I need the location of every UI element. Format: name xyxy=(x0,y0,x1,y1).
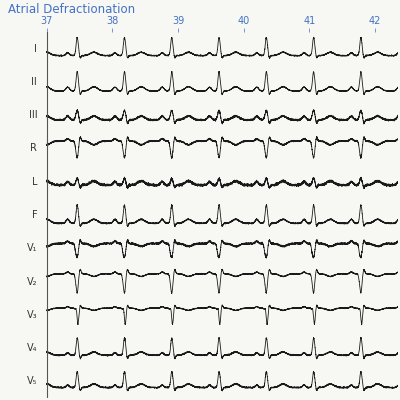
Text: V₁: V₁ xyxy=(27,243,37,253)
Text: III: III xyxy=(28,110,37,120)
Text: F: F xyxy=(32,210,37,220)
Text: Atrial Defractionation: Atrial Defractionation xyxy=(8,3,135,16)
Text: I: I xyxy=(34,44,37,54)
Text: II: II xyxy=(32,77,37,87)
Text: V₂: V₂ xyxy=(27,276,37,286)
Text: V₄: V₄ xyxy=(27,343,37,353)
Text: V₅: V₅ xyxy=(27,376,37,386)
Text: R: R xyxy=(30,144,37,154)
Text: L: L xyxy=(32,177,37,187)
Text: V₃: V₃ xyxy=(26,310,37,320)
